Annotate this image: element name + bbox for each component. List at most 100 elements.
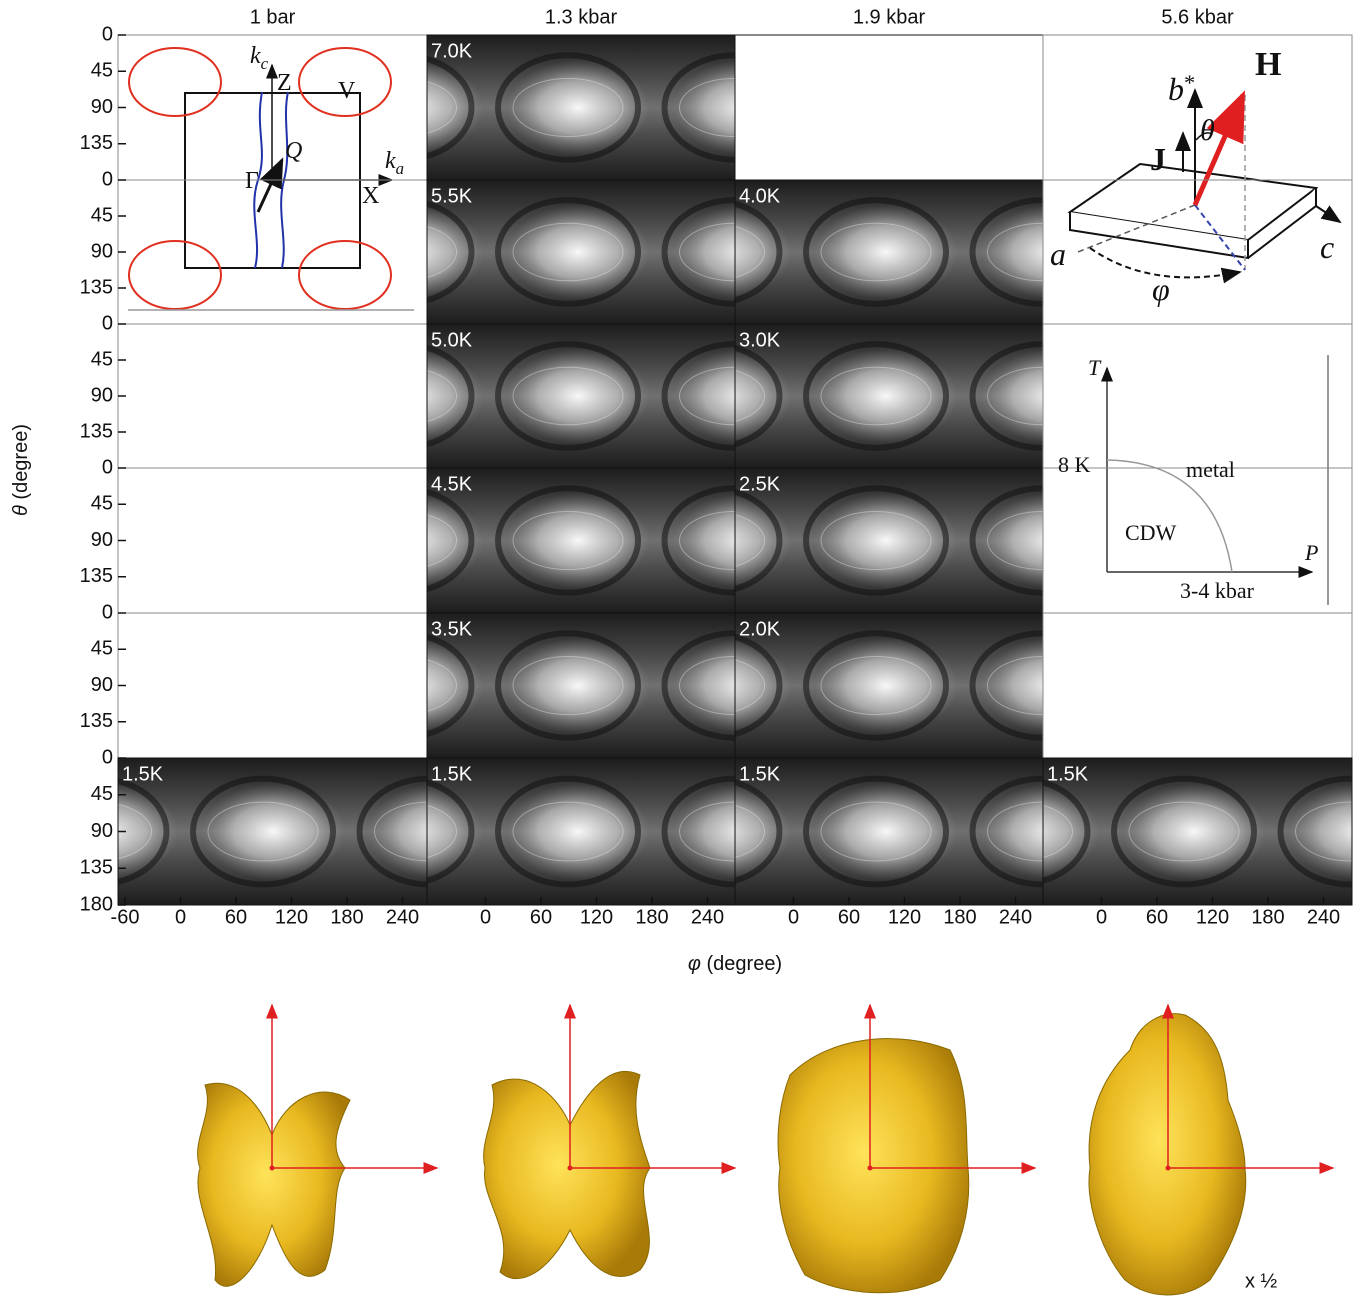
bright-lobe xyxy=(340,638,484,734)
temperature-label: 1.5K xyxy=(431,763,473,785)
surface-3 xyxy=(778,1039,969,1293)
map-panel: 7.0K xyxy=(332,35,817,180)
y-tick-label: 45 xyxy=(91,60,113,82)
y-tick-label: 135 xyxy=(80,710,113,732)
geometry-label-main: a xyxy=(1050,236,1066,272)
y-tick-label: 135 xyxy=(80,565,113,587)
geometry-label-main: H xyxy=(1255,46,1281,83)
temperature-label: 1.5K xyxy=(122,763,164,785)
y-tick-label: 90 xyxy=(91,96,113,118)
temperature-label: 1.5K xyxy=(739,763,781,785)
x-tick-label: 0 xyxy=(1096,906,1107,928)
bright-lobe xyxy=(814,493,958,589)
y-tick-label: 45 xyxy=(91,638,113,660)
bright-lobe xyxy=(340,493,484,589)
y-tick-label: 45 xyxy=(91,348,113,370)
y-tick-label: 0 xyxy=(102,601,113,623)
y-tick-label: 0 xyxy=(102,168,113,190)
geometry-label-main: φ xyxy=(1152,271,1170,307)
scale-note: x ½ xyxy=(1245,1270,1278,1292)
x-tick-label: 120 xyxy=(888,906,921,928)
x-tick-label: 180 xyxy=(1251,906,1284,928)
phase-label: CDW xyxy=(1125,520,1177,545)
x-tick-label: 60 xyxy=(1146,906,1168,928)
temperature-label: 2.5K xyxy=(739,473,781,495)
y-axis-label: θ (degree) xyxy=(10,424,32,516)
column-header: 1.9 kbar xyxy=(853,6,926,28)
bright-lobe xyxy=(506,348,650,443)
y-tick-label: 45 xyxy=(91,493,113,515)
geometry-label: b* xyxy=(1168,70,1195,107)
cell-border xyxy=(1043,613,1352,758)
cell-border xyxy=(118,180,427,324)
cell-border xyxy=(1043,324,1352,468)
temperature-label: 5.5K xyxy=(431,185,473,207)
x-tick-label: 180 xyxy=(943,906,976,928)
fermi-label: Γ xyxy=(245,168,259,194)
bright-lobe xyxy=(506,783,650,880)
fermi-label: ka xyxy=(385,148,404,178)
y-tick-label: 45 xyxy=(91,204,113,226)
y-tick-label: 90 xyxy=(91,529,113,551)
bright-lobe xyxy=(506,204,650,299)
temperature-label: 7.0K xyxy=(431,40,473,62)
temperature-label: 4.5K xyxy=(431,473,473,495)
column-header: 1.3 kbar xyxy=(545,6,618,28)
geometry-label: c xyxy=(1320,229,1334,265)
fermi-label: V xyxy=(338,78,356,104)
geometry-label-main: b xyxy=(1168,71,1184,107)
figure: x ½ θ (degree) φ (degree) 1 bar1.3 kbar1… xyxy=(0,0,1360,1304)
bright-lobe xyxy=(506,638,650,734)
y-axis-symbol: θ xyxy=(10,505,32,516)
cell-border xyxy=(1043,35,1352,180)
bright-lobe xyxy=(340,60,484,156)
x-tick-label: -60 xyxy=(111,906,140,928)
x-tick-label: 240 xyxy=(386,906,419,928)
y-tick-label: 135 xyxy=(80,420,113,442)
y-tick-label: 45 xyxy=(91,783,113,805)
temperature-label: 3.5K xyxy=(431,618,473,640)
phase-label: P xyxy=(1304,540,1318,565)
bright-lobe xyxy=(981,493,1125,589)
fermi-label-sub: a xyxy=(396,159,404,178)
fermi-label: Z xyxy=(277,70,292,96)
bright-lobe xyxy=(814,783,958,880)
fermi-label-main: X xyxy=(362,183,379,209)
y-tick-label: 135 xyxy=(80,857,113,879)
geometry-label-main: c xyxy=(1320,229,1334,265)
y-tick-label: 0 xyxy=(102,746,113,768)
x-tick-label: 240 xyxy=(691,906,724,928)
bright-lobe xyxy=(340,204,484,299)
bright-lobe xyxy=(201,783,345,880)
phase-label: metal xyxy=(1186,457,1235,482)
geometry-label: θ xyxy=(1200,114,1215,147)
geometry-label: a xyxy=(1050,236,1066,272)
x-tick-label: 120 xyxy=(275,906,308,928)
cell-border xyxy=(118,468,427,613)
bright-lobe xyxy=(981,638,1125,734)
temperature-label: 1.5K xyxy=(1047,763,1089,785)
bright-lobe xyxy=(1122,783,1266,880)
y-tick-label: 0 xyxy=(102,312,113,334)
x-tick-label: 240 xyxy=(999,906,1032,928)
column-header: 5.6 kbar xyxy=(1161,6,1234,28)
cell-border xyxy=(118,613,427,758)
fermi-label-main: Q xyxy=(285,138,302,164)
y-tick-label: 0 xyxy=(102,23,113,45)
x-axis-symbol: φ xyxy=(688,953,701,975)
y-tick-label: 135 xyxy=(80,132,113,154)
x-tick-label: 120 xyxy=(1196,906,1229,928)
y-tick-label: 180 xyxy=(80,893,113,915)
fermi-label-main: k xyxy=(250,43,261,69)
geometry-label: J xyxy=(1150,141,1166,177)
temperature-label: 3.0K xyxy=(739,329,781,351)
temperature-label: 5.0K xyxy=(431,329,473,351)
x-tick-label: 0 xyxy=(480,906,491,928)
geometry-label: φ xyxy=(1152,271,1170,307)
bright-lobe xyxy=(814,204,958,299)
x-tick-label: 60 xyxy=(838,906,860,928)
fermi-label-main: V xyxy=(338,78,356,104)
x-axis-unit: (degree) xyxy=(707,953,783,975)
bright-lobe xyxy=(814,638,958,734)
fermi-label-main: Z xyxy=(277,70,292,96)
